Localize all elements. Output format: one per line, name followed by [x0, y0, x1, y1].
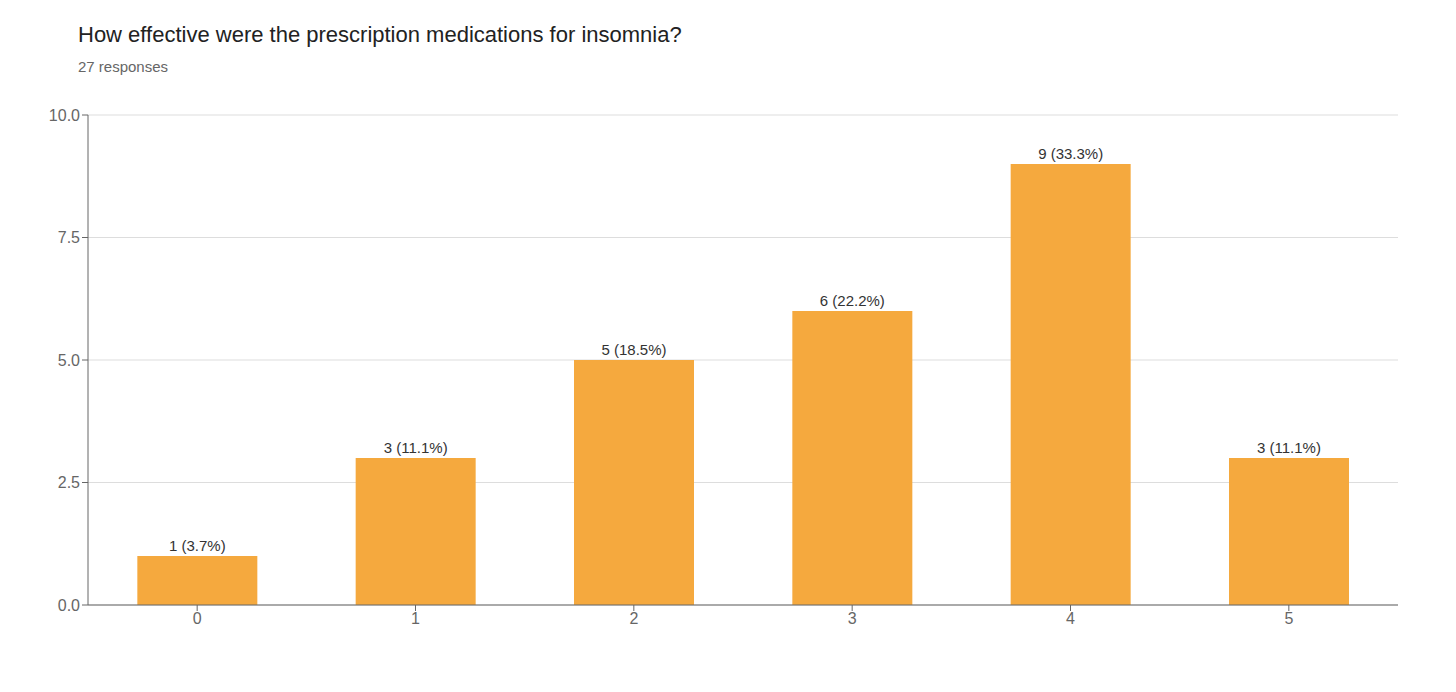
svg-text:5.0: 5.0 — [58, 352, 80, 369]
svg-text:1 (3.7%): 1 (3.7%) — [169, 537, 226, 554]
svg-text:3 (11.1%): 3 (11.1%) — [1257, 439, 1321, 456]
svg-text:10.0: 10.0 — [49, 107, 80, 124]
svg-text:4: 4 — [1066, 610, 1075, 627]
svg-text:9 (33.3%): 9 (33.3%) — [1038, 145, 1103, 162]
svg-text:3: 3 — [848, 610, 857, 627]
html-text:27 responses: 27 responses — [78, 58, 169, 75]
svg-text:2.5: 2.5 — [58, 474, 80, 491]
svg-text:5: 5 — [1284, 610, 1293, 627]
svg-text:7.5: 7.5 — [58, 229, 80, 246]
svg-text:2: 2 — [629, 610, 638, 627]
svg-text:6 (22.2%): 6 (22.2%) — [820, 292, 885, 309]
svg-text:5 (18.5%): 5 (18.5%) — [601, 341, 666, 358]
svg-text:3 (11.1%): 3 (11.1%) — [384, 439, 448, 456]
html-text:How effective were the prescri: How effective were the prescription medi… — [78, 22, 682, 47]
svg-text:1: 1 — [411, 610, 420, 627]
svg-text:0: 0 — [193, 610, 202, 627]
svg-text:0.0: 0.0 — [58, 597, 80, 614]
